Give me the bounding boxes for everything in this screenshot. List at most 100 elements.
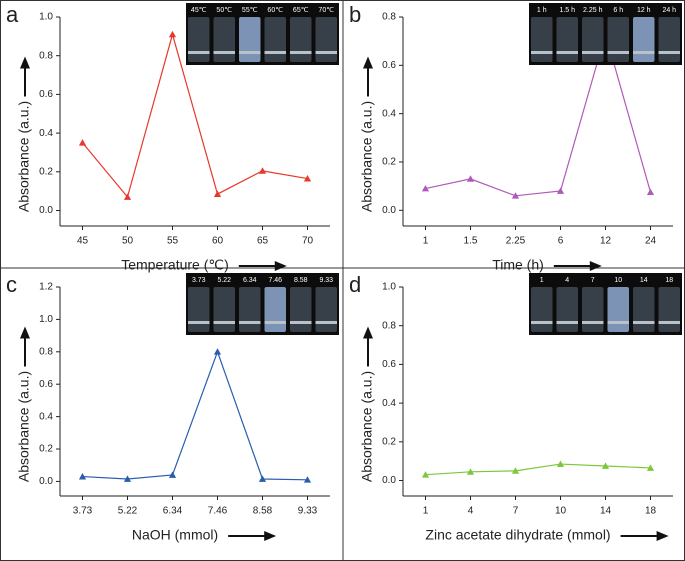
- y-tick-label: 0.8: [382, 320, 396, 331]
- vial-band: [290, 51, 312, 54]
- marker: [78, 472, 87, 480]
- marker: [78, 139, 87, 146]
- marker: [646, 188, 655, 196]
- x-axis-title: Time (h): [492, 257, 544, 273]
- marker: [466, 175, 475, 182]
- vial: [213, 17, 235, 62]
- x-axis-title: Zinc acetate dihydrate (mmol): [425, 527, 610, 543]
- inset-label: 1: [540, 277, 544, 284]
- inset-label: 1.5 h: [559, 7, 575, 14]
- vial-band: [315, 321, 337, 324]
- arrow-head: [589, 261, 602, 271]
- y-axis-title: Absorbance (a.u.): [359, 371, 375, 482]
- vial-band: [658, 51, 680, 54]
- arrow-head: [264, 531, 277, 541]
- x-tick-label: 1: [423, 506, 429, 517]
- y-tick-label: 0.0: [382, 205, 396, 216]
- y-tick-label: 0.6: [39, 89, 53, 100]
- inset-photo: [529, 273, 682, 335]
- inset-label: 45℃: [191, 7, 207, 14]
- y-tick-label: 0.0: [382, 475, 396, 486]
- x-tick-label: 5.22: [118, 506, 138, 517]
- x-axis-title: NaOH (mmol): [132, 527, 218, 543]
- y-axis-title: Absorbance (a.u.): [359, 101, 375, 212]
- y-tick-label: 0.4: [39, 411, 53, 422]
- panel-label: a: [6, 2, 19, 27]
- marker: [123, 475, 132, 482]
- inset-label: 65℃: [293, 7, 309, 14]
- vial-band: [531, 321, 553, 324]
- x-tick-label: 6: [558, 236, 564, 247]
- vial-band: [188, 51, 210, 54]
- x-tick-label: 7: [513, 506, 519, 517]
- x-tick-label: 3.73: [73, 506, 93, 517]
- x-tick-label: 18: [645, 506, 657, 517]
- marker: [421, 184, 430, 192]
- y-tick-label: 0.2: [382, 157, 396, 168]
- inset-label: 6 h: [613, 7, 623, 14]
- x-tick-label: 60: [212, 236, 224, 247]
- inset-label: 60℃: [267, 7, 283, 14]
- vial-band: [556, 51, 578, 54]
- x-tick-label: 6.34: [163, 506, 183, 517]
- data-line: [82, 32, 308, 199]
- vial-band: [531, 51, 553, 54]
- vial: [290, 17, 312, 62]
- marker: [601, 462, 610, 469]
- marker: [213, 348, 222, 355]
- marker: [168, 471, 177, 478]
- y-tick-label: 0.8: [39, 50, 53, 61]
- inset-photo: [186, 273, 339, 335]
- inset-label: 2.25 h: [583, 7, 603, 14]
- x-tick-label: 50: [122, 236, 134, 247]
- panel-label: b: [349, 2, 361, 27]
- inset-label: 18: [665, 277, 673, 284]
- inset-label: 55℃: [242, 7, 258, 14]
- inset-photo: [529, 3, 682, 65]
- y-tick-label: 0.4: [382, 108, 396, 119]
- marker: [646, 464, 655, 471]
- vial-band: [239, 51, 261, 54]
- vial: [264, 287, 286, 332]
- x-tick-label: 7.46: [208, 506, 228, 517]
- data-line: [425, 463, 651, 476]
- inset-label: 10: [614, 277, 622, 284]
- inset-label: 14: [640, 277, 648, 284]
- y-tick-label: 0.4: [382, 398, 396, 409]
- y-tick-label: 0.6: [382, 60, 396, 71]
- vial: [633, 287, 655, 332]
- y-tick-label: 0.6: [382, 359, 396, 370]
- vial: [658, 287, 680, 332]
- x-tick-label: 12: [600, 236, 612, 247]
- panel: 0.0 0.2 0.4 0.6 0.8 1 1.5 2.25 6 12 24 Time (h) Abso…: [349, 2, 682, 273]
- vial: [290, 287, 312, 332]
- marker: [258, 167, 267, 174]
- vial-band: [264, 51, 286, 54]
- marker: [213, 190, 222, 197]
- y-tick-label: 0.0: [39, 205, 53, 216]
- panel: 0.0 0.2 0.4 0.6 0.8 1.0 1.2 3.73 5.22 6.34 7.46 8.5…: [6, 272, 339, 543]
- vial-band: [607, 51, 629, 54]
- marker: [466, 468, 475, 475]
- vial: [582, 287, 604, 332]
- data-line: [82, 350, 308, 481]
- vial: [556, 287, 578, 332]
- panel: 0.0 0.2 0.4 0.6 0.8 1.0 45 50 55 60 65 70 Temperatur…: [6, 2, 339, 273]
- vial: [315, 17, 337, 62]
- x-tick-label: 10: [555, 506, 567, 517]
- panel-label: c: [6, 272, 17, 297]
- x-tick-label: 24: [645, 236, 657, 247]
- vial: [658, 17, 680, 62]
- vial-band: [607, 321, 629, 324]
- marker: [168, 30, 177, 38]
- marker: [123, 193, 132, 200]
- arrow-head: [274, 261, 287, 271]
- inset-label: 4: [565, 277, 569, 284]
- vial: [188, 287, 210, 332]
- inset-label: 12 h: [637, 7, 651, 14]
- y-tick-label: 1.0: [39, 12, 53, 23]
- x-tick-label: 14: [600, 506, 612, 517]
- vial-band: [582, 51, 604, 54]
- vial-band: [633, 321, 655, 324]
- arrow-head: [363, 56, 373, 69]
